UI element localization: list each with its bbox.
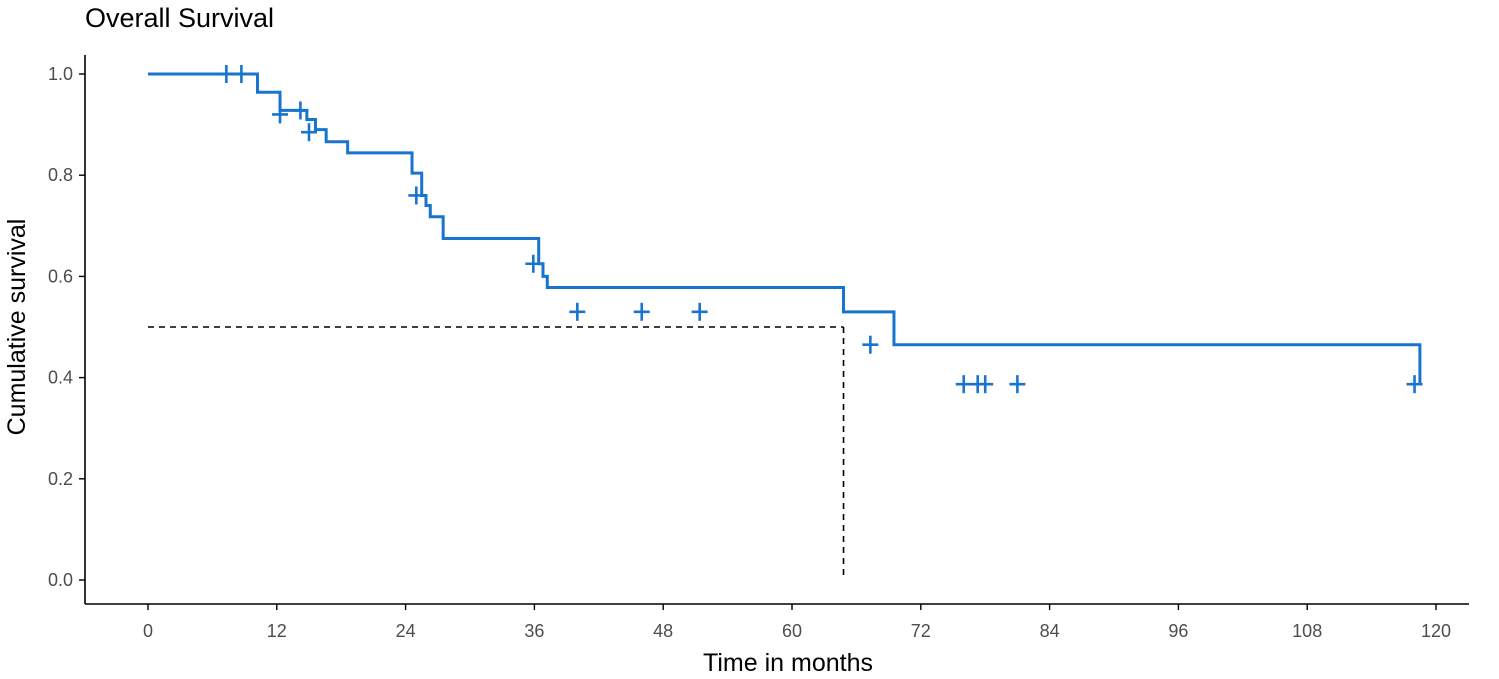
y-tick-label: 0.8 bbox=[48, 165, 73, 185]
x-axis-label: Time in months bbox=[703, 649, 873, 677]
censor-mark bbox=[292, 101, 309, 120]
x-tick-label: 60 bbox=[782, 621, 802, 641]
censor-marks bbox=[218, 65, 1423, 394]
x-tick-label: 48 bbox=[653, 621, 673, 641]
y-tick-label: 1.0 bbox=[48, 64, 73, 84]
y-tick-label: 0.0 bbox=[48, 570, 73, 590]
censor-mark bbox=[1406, 375, 1423, 394]
censor-mark bbox=[691, 302, 708, 321]
censor-mark bbox=[218, 65, 235, 83]
y-axis-label: Cumulative survival bbox=[3, 219, 31, 436]
censor-mark bbox=[233, 65, 250, 83]
km-curve-0 bbox=[148, 72, 1422, 385]
x-tick-label: 0 bbox=[143, 621, 153, 641]
censor-mark bbox=[525, 254, 542, 273]
y-tick-label: 0.6 bbox=[48, 266, 73, 286]
censor-mark bbox=[955, 375, 972, 394]
censor-mark bbox=[1009, 375, 1026, 394]
x-tick-label: 96 bbox=[1168, 621, 1188, 641]
x-tick-label: 72 bbox=[911, 621, 931, 641]
censor-mark bbox=[408, 186, 425, 205]
km-curves bbox=[148, 72, 1422, 385]
x-axis: 0 12 24 36 48 60 72 84 96 108 120 bbox=[85, 603, 1469, 641]
x-tick-label: 36 bbox=[524, 621, 544, 641]
x-tick-label: 24 bbox=[396, 621, 416, 641]
censor-mark bbox=[301, 123, 317, 142]
censor-mark bbox=[633, 302, 650, 321]
x-tick-label: 84 bbox=[1040, 621, 1060, 641]
censor-mark bbox=[862, 335, 879, 354]
x-tick-label: 120 bbox=[1421, 621, 1451, 641]
x-tick-label: 108 bbox=[1292, 621, 1322, 641]
y-axis: 0.0 0.2 0.4 0.6 0.8 1.0 bbox=[48, 55, 86, 604]
y-tick-label: 0.2 bbox=[48, 469, 73, 489]
y-tick-label: 0.4 bbox=[48, 368, 73, 388]
censor-mark bbox=[272, 105, 289, 124]
censor-mark bbox=[977, 375, 994, 394]
median-lines bbox=[148, 326, 845, 580]
x-tick-label: 12 bbox=[267, 621, 287, 641]
censor-mark bbox=[569, 302, 586, 321]
chart-title: Overall Survival bbox=[85, 3, 274, 33]
